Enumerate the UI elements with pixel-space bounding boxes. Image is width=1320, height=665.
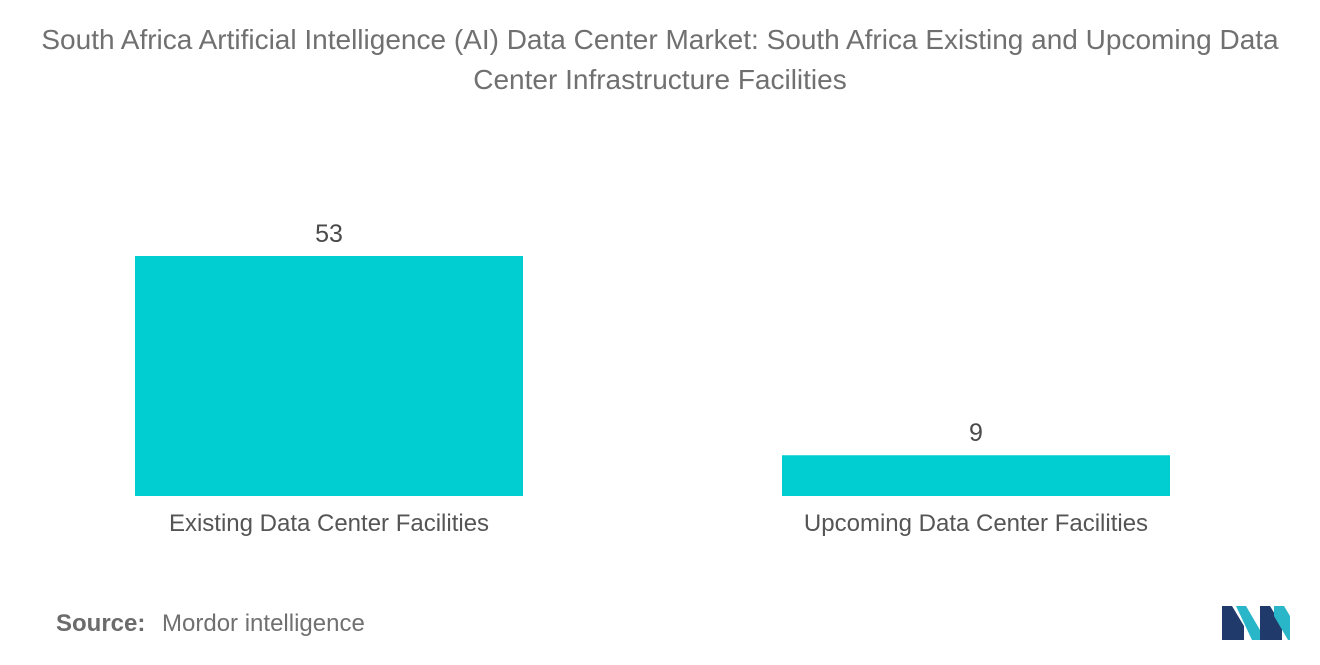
chart-title: South Africa Artificial Intelligence (AI… [41, 24, 1279, 95]
bar-2 [782, 455, 1170, 496]
mordor-intelligence-logo-icon [1222, 606, 1290, 640]
bar-value-label: 53 [315, 220, 343, 248]
category-label: Upcoming Data Center Facilities [804, 510, 1148, 537]
bar-1 [135, 256, 523, 496]
source-note: Source: Mordor intelligence [56, 610, 365, 638]
bar-value-label: 9 [969, 419, 983, 447]
category-label: Existing Data Center Facilities [169, 510, 489, 537]
source-text: Mordor intelligence [162, 610, 365, 637]
source-label: Source: [56, 610, 146, 637]
bar-chart: 53 Existing Data Center Facilities 9 Upcomi… [135, 220, 1170, 537]
